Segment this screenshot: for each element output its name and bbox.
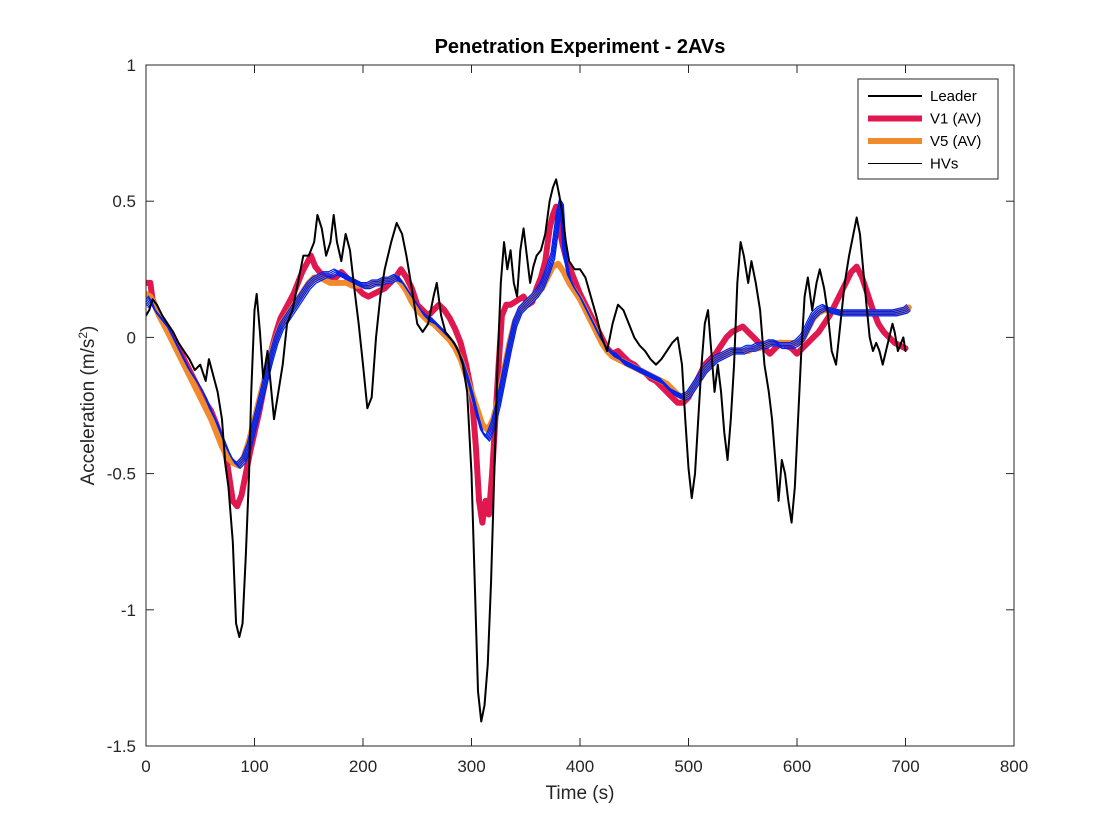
x-axis-label: Time (s) [546,783,615,804]
x-tick-label: 100 [240,757,268,776]
x-tick-label: 800 [1000,757,1028,776]
legend-label-v1-av: V1 (AV) [930,111,981,128]
series-hvs-line [147,203,911,470]
y-tick-label: -1 [121,601,136,620]
series-hvs-line [146,199,909,465]
y-axis: -1.5 -1 -0.5 0 0.5 1 [107,56,1014,756]
y-tick-label: -1.5 [107,737,136,756]
series-layer [146,178,912,723]
y-axis-label-superscript: 2 [76,332,90,339]
y-tick-label: 1 [127,56,136,75]
x-tick-label: 200 [349,757,377,776]
series-leader-line [146,178,907,723]
legend-label-v5-av: V5 (AV) [930,133,981,150]
x-tick-label: 400 [566,757,594,776]
legend-label-leader: Leader [930,88,977,105]
x-axis: 0 100 200 300 400 500 600 700 800 [141,65,1028,776]
y-axis-label-main: Acceleration (m/s [78,339,99,486]
y-axis-label-end: ) [78,326,99,332]
legend-label-hvs: HVs [930,156,958,173]
series-hvs-line [146,197,908,464]
y-tick-label: 0 [127,328,136,347]
x-tick-label: 300 [457,757,485,776]
y-axis-label: Acceleration (m/s2) [76,326,99,486]
x-tick-label: 600 [783,757,811,776]
y-tick-label: 0.5 [112,192,136,211]
legend: Leader V1 (AV) V5 (AV) HVs [857,78,999,180]
y-tick-label: -0.5 [107,465,136,484]
x-tick-label: 700 [891,757,919,776]
x-tick-label: 0 [141,757,150,776]
x-tick-label: 500 [674,757,702,776]
series-hvs-line [146,202,911,468]
chart-title: Penetration Experiment - 2AVs [435,36,726,58]
series-hvs-line [146,200,910,467]
